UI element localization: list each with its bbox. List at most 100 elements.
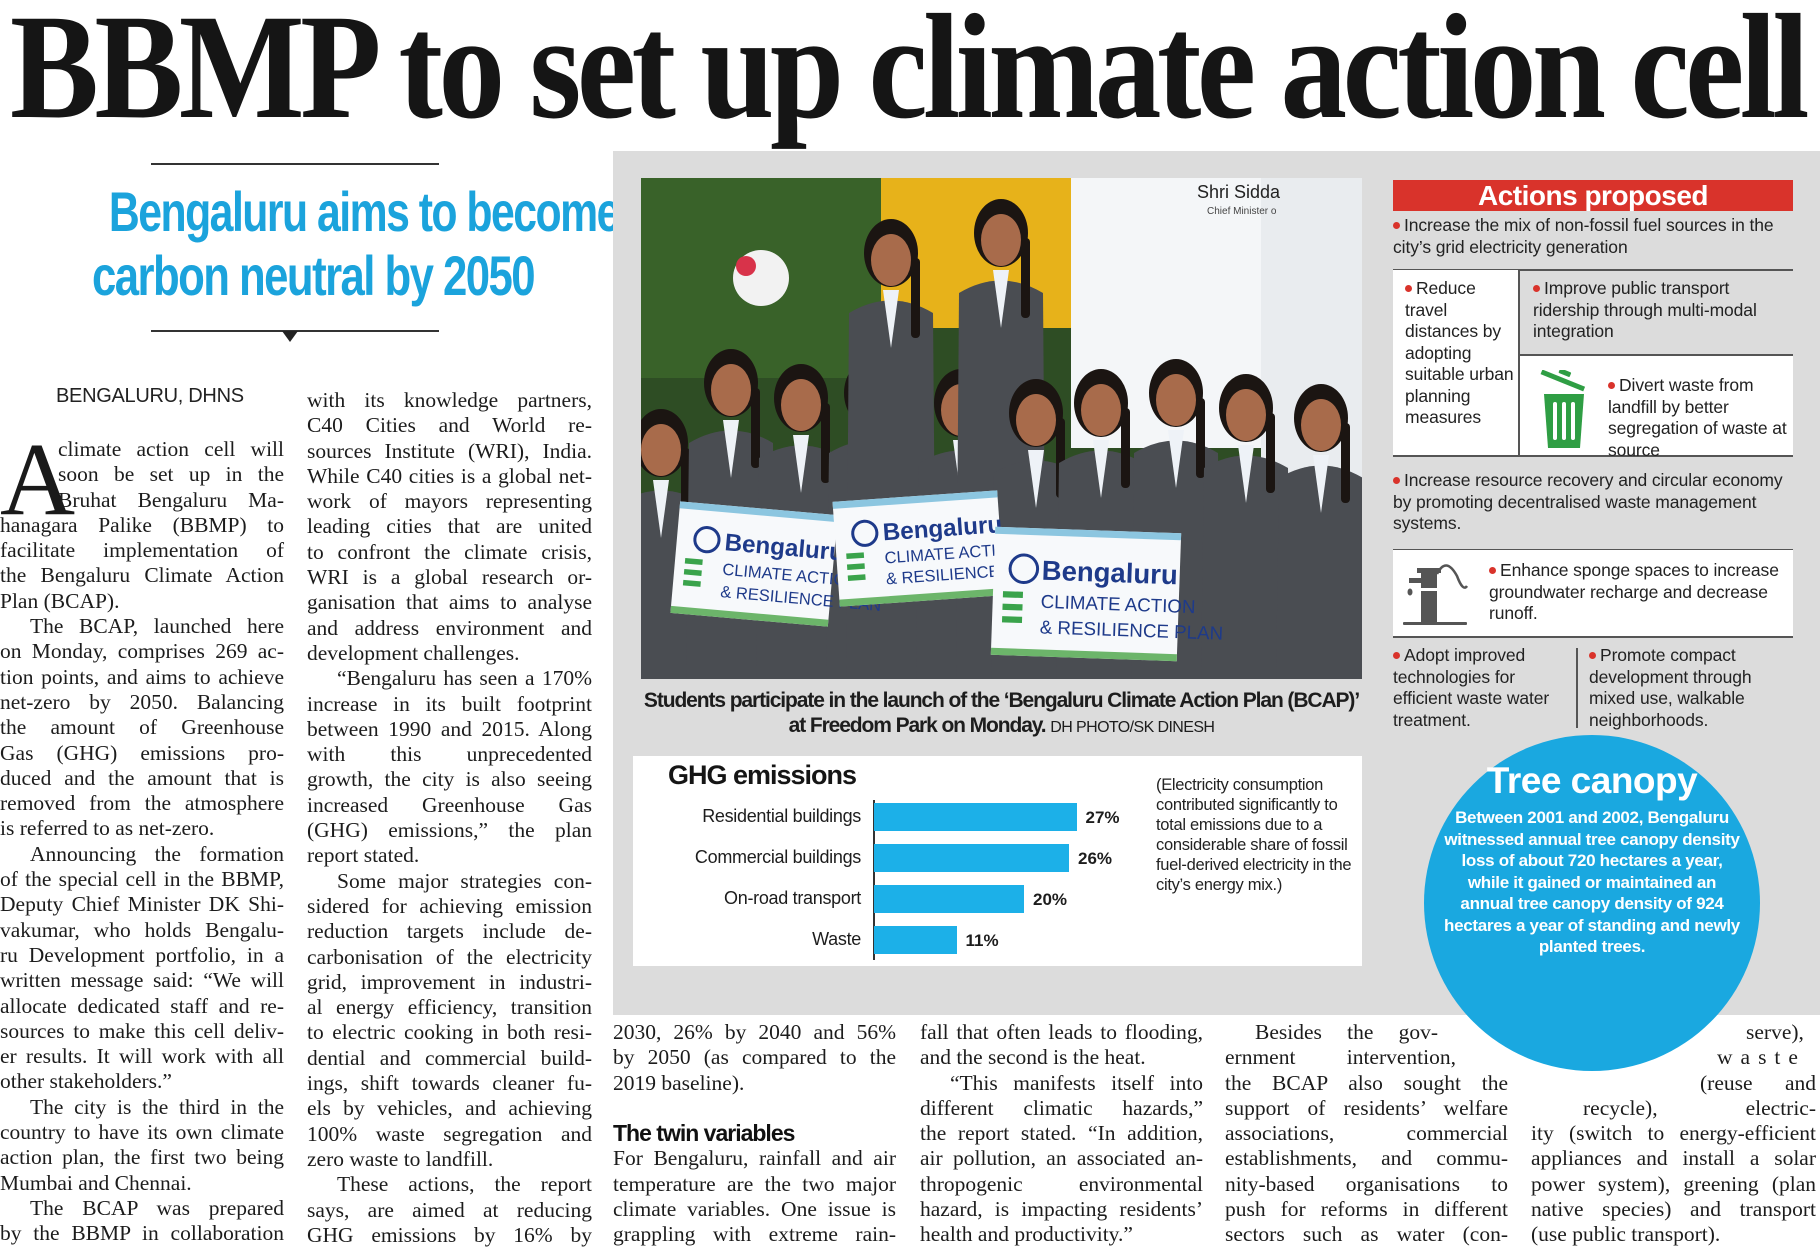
bar-label: Residential buildings <box>702 806 861 826</box>
bar <box>874 885 1024 913</box>
text-line: the amount of Greenhouse <box>0 715 284 740</box>
text-line: different climatic hazards,” <box>920 1095 1203 1120</box>
text-line: Plan (BCAP). <box>0 588 120 613</box>
logo-bars <box>1002 591 1024 599</box>
action-item: Adopt improved technologies for efficien… <box>1393 645 1550 730</box>
text-line: 2019 baseline). <box>613 1070 745 1095</box>
text-line: the report stated. “In addition, <box>920 1121 1203 1146</box>
action-item: Divert waste from landfill by better seg… <box>1608 375 1787 460</box>
student-shirt <box>653 480 669 538</box>
text-line: to confront the climate crisis, <box>307 539 592 564</box>
text-line: sources to make this cell deliv- <box>0 1018 284 1043</box>
action-item: Improve public transport ridership throu… <box>1533 278 1757 341</box>
text-line: For Bengaluru, rainfall and air <box>613 1146 896 1171</box>
subheadline: Bengaluru aims to become carbon neutral … <box>30 180 620 308</box>
text-line: duced and the amount that is <box>0 765 284 790</box>
paragraph: “Bengaluru has seen a 170% increase in it… <box>307 666 592 868</box>
section-heading: The twin variables <box>613 1120 795 1147</box>
text-line: health and productivity.” <box>920 1222 1133 1247</box>
paragraph: climate action cell will soon be set up i… <box>0 437 284 614</box>
text-line: GHG emissions by 16% by <box>307 1222 592 1247</box>
text-line: facilitate implementation of <box>0 538 284 563</box>
text-line: net-zero by 2050. Balancing <box>0 689 284 714</box>
student-shirt <box>723 420 739 478</box>
bar-value-label: 27% <box>1085 808 1120 827</box>
logo-bars <box>1001 616 1023 624</box>
text-line: soon be set up in the <box>58 462 284 487</box>
text-line: WRI is a global research or- <box>307 565 592 590</box>
bullet-icon <box>1393 222 1400 229</box>
text-line: hazard, is impacting residents’ <box>920 1197 1203 1222</box>
text-line: push for reforms in different <box>1225 1197 1508 1222</box>
chart-note: (Electricity consumption contributed sig… <box>1156 776 1352 894</box>
paragraph: Announcing the formation of the special c… <box>0 842 284 1095</box>
text-line: hanagara Palike (BBMP) to <box>0 512 284 537</box>
banner-text: Shri Sidda <box>1197 182 1281 202</box>
divider <box>1519 354 1793 356</box>
paragraph: serve), waste (reuse and recycle), electric… <box>1531 1020 1816 1248</box>
divider <box>1393 549 1793 551</box>
logo-bars <box>846 563 865 571</box>
placard-logo-text: Bengaluru <box>1041 555 1178 591</box>
text-line: tion points, and aims to achieve <box>0 664 284 689</box>
headline-text: BBMP to set up climate action cell <box>10 0 1809 150</box>
hand-pump-icon <box>1401 558 1471 634</box>
text-line: While C40 cities is a global net- <box>307 463 592 488</box>
text-line: power system), greening (plan <box>1531 1171 1816 1196</box>
student-braid <box>1121 408 1130 488</box>
text-line: the Bengaluru Climate Action <box>0 563 284 588</box>
spacer <box>613 1096 896 1121</box>
paragraph: “This manifests itself into different cli… <box>920 1071 1203 1248</box>
text-line: development challenges. <box>307 640 520 665</box>
text-line: leading cities that are united <box>307 514 592 539</box>
text-line: ru Development portfolio, in a <box>0 942 284 967</box>
bengaluru-logo-icon <box>693 526 721 554</box>
bar <box>874 926 957 954</box>
bar-label: Waste <box>812 929 861 949</box>
bengaluru-logo-icon <box>851 519 879 547</box>
logo-bars <box>683 568 702 576</box>
student-shirt <box>1168 430 1184 488</box>
text-line: C40 Cities and World re- <box>307 413 592 438</box>
paragraph: with its knowledge partners, C40 Cities a… <box>307 388 592 666</box>
caption-text: Students participate in the launch of th… <box>643 689 1360 737</box>
paragraph: The BCAP was prepared by the BBMP in coll… <box>0 1196 284 1247</box>
text-line: Announcing the formation <box>30 841 284 866</box>
text-line: dential and commercial build- <box>307 1045 592 1070</box>
action-item: Enhance sponge spaces to increase ground… <box>1489 560 1779 623</box>
paragraph: Besides the gov-ernment intervention, the… <box>1225 1020 1508 1248</box>
action-item: Increase resource recovery and circular … <box>1393 470 1783 533</box>
text-line: with this unprecedented <box>307 742 592 767</box>
tree-canopy-body: Between 2001 and 2002, Bengaluru witness… <box>1444 808 1740 956</box>
paragraph: The city is the third in the country to h… <box>0 1095 284 1196</box>
student-braid <box>1196 398 1205 478</box>
placard-board <box>832 490 1005 607</box>
chart-title: GHG emissions <box>668 760 857 790</box>
student-braid <box>1021 238 1030 318</box>
student-braid <box>1341 423 1350 503</box>
text-line: report stated. <box>307 843 420 868</box>
bengaluru-logo-icon <box>1008 553 1040 585</box>
text-line: 2030, 26% by 2040 and 56% <box>613 1020 896 1044</box>
text-line: zero waste to landfill. <box>307 1146 494 1171</box>
text-line: Gas (GHG) emissions pro- <box>0 740 284 765</box>
student-face <box>711 364 751 416</box>
placard-stripe <box>990 647 1177 662</box>
placard-stripe <box>670 605 829 627</box>
text-line: other stakeholders.” <box>0 1069 172 1094</box>
logo-bars <box>846 552 865 560</box>
text-line: on Monday, comprises 269 ac- <box>0 639 284 664</box>
text-line: nity-based organisations to <box>1225 1171 1508 1196</box>
text-line: climate action cell will <box>58 437 284 461</box>
bar-label: On-road transport <box>724 888 861 908</box>
student-face <box>1156 374 1196 426</box>
bullet-icon <box>1533 285 1540 292</box>
action-item: Promote compact development through mixe… <box>1589 645 1752 730</box>
action-item: Increase the mix of non-fossil fuel sour… <box>1393 215 1774 257</box>
text-line: grappling with extreme rain- <box>613 1222 896 1247</box>
text-line: removed from the atmosphere <box>0 791 284 816</box>
student-shirt <box>1238 445 1254 503</box>
bullet-icon <box>1393 477 1400 484</box>
text-line: says, are aimed at reducing <box>307 1197 592 1222</box>
text-line: “Bengaluru has seen a 170% <box>337 666 592 691</box>
